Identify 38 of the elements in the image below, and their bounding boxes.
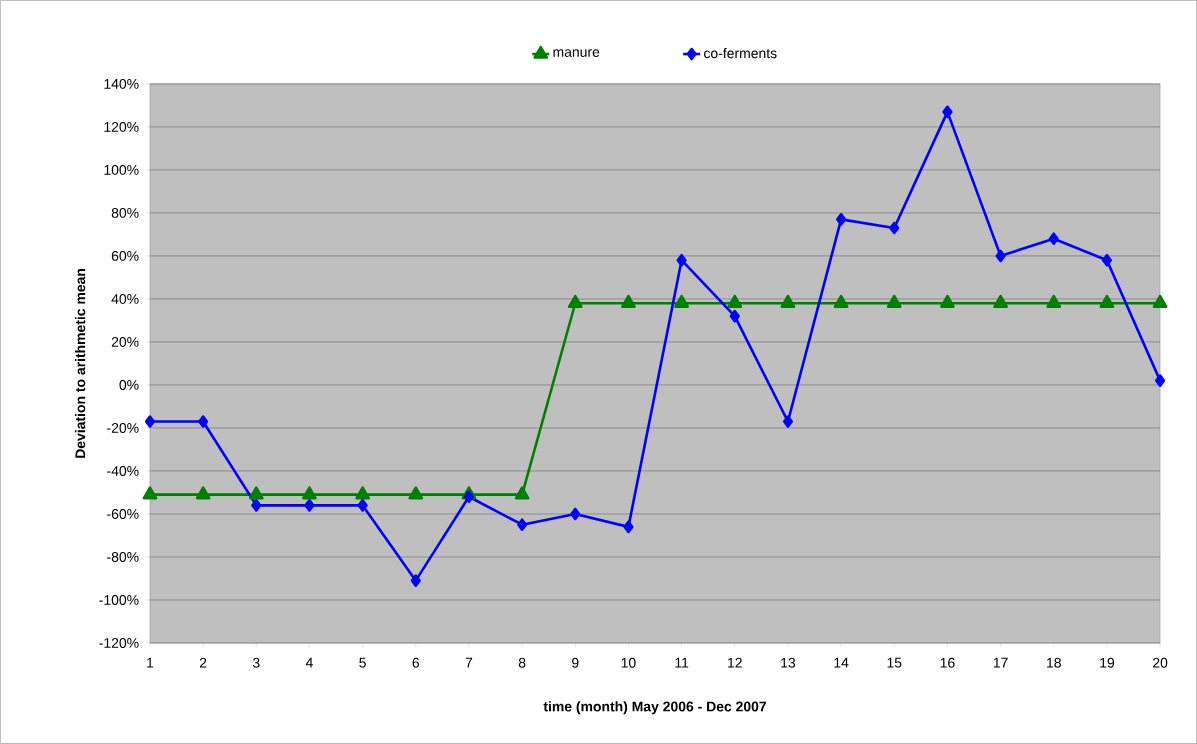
x-tick-label: 6 <box>412 657 420 668</box>
legend-label: co-ferments <box>704 48 777 59</box>
x-tick-label: 14 <box>834 657 849 668</box>
x-tick-label: 15 <box>887 657 902 668</box>
x-tick-label: 4 <box>305 657 313 668</box>
y-tick-label: 20% <box>111 337 139 347</box>
y-tick-label: 140% <box>104 79 139 89</box>
x-tick-label: 19 <box>1100 657 1115 668</box>
y-tick-label: 0% <box>119 380 139 390</box>
y-tick-label: 120% <box>104 122 139 132</box>
x-tick-label: 12 <box>728 657 742 668</box>
x-tick-label: 20 <box>1153 657 1168 668</box>
x-axis-title: time (month) May 2006 - Dec 2007 <box>543 701 766 715</box>
y-tick-label: 100% <box>104 165 139 175</box>
y-tick-label: -80% <box>107 552 139 562</box>
x-tick-label: 5 <box>359 657 366 668</box>
x-tick-label: 18 <box>1047 657 1061 668</box>
x-tick-label: 3 <box>252 657 260 668</box>
y-tick-label: -120% <box>99 638 139 648</box>
x-tick-label: 17 <box>993 657 1008 668</box>
y-tick-label: 80% <box>111 208 139 218</box>
x-tick-label: 10 <box>621 657 636 668</box>
x-tick-label: 11 <box>675 657 689 668</box>
x-tick-label: 8 <box>518 657 526 668</box>
x-tick-label: 9 <box>572 657 579 668</box>
x-tick-label: 1 <box>147 657 154 668</box>
x-tick-label: 13 <box>781 657 796 668</box>
x-tick-label: 2 <box>199 657 207 668</box>
y-tick-label: -100% <box>99 595 139 605</box>
x-tick-label: 16 <box>940 657 955 668</box>
x-tick-label: 7 <box>465 657 473 668</box>
y-tick-label: -40% <box>107 466 139 476</box>
y-tick-label: -60% <box>107 509 139 519</box>
y-tick-label: -20% <box>107 423 139 433</box>
legend-label: manure <box>553 49 600 57</box>
y-tick-label: 40% <box>111 294 139 304</box>
y-tick-label: 60% <box>111 251 139 261</box>
y-axis-title: Deviation to arithmetic mean <box>75 269 86 458</box>
